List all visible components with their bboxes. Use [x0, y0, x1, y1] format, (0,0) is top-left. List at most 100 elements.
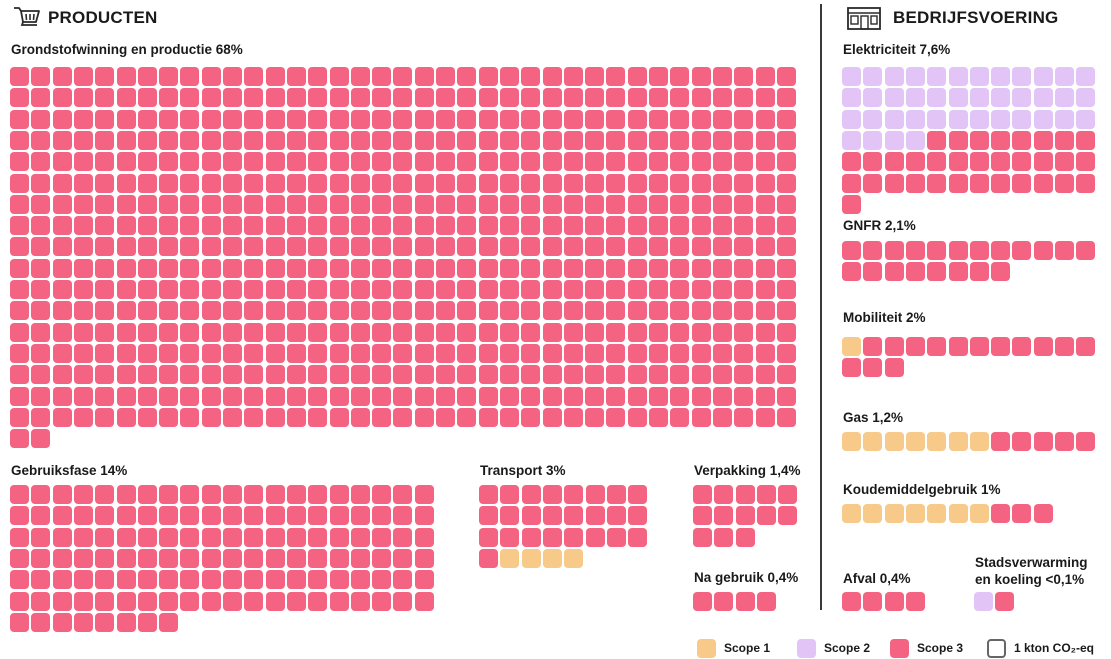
gebruiksfase-scope3-square	[350, 506, 370, 526]
grondstof-scope3-square	[201, 194, 221, 214]
gas-scope1-square	[927, 432, 947, 451]
grondstof-scope3-square	[31, 280, 51, 299]
grondstof-scope3-square	[73, 258, 93, 278]
grondstof-scope3-square	[670, 88, 690, 108]
grondstof-scope3-square	[95, 322, 115, 342]
grondstof-scope3-square	[393, 194, 413, 214]
grondstof-scope3-square	[10, 237, 29, 257]
grondstof-scope3-square	[180, 386, 200, 406]
grondstof-scope3-square	[31, 88, 51, 108]
grondstof-scope3-square	[414, 237, 434, 257]
grondstof-scope3-square	[10, 109, 29, 129]
grondstof-scope3-square	[606, 173, 626, 193]
grondstof-scope3-square	[585, 343, 605, 363]
grondstof-scope3-square	[265, 343, 285, 363]
grondstof-scope3-square	[52, 280, 72, 299]
gebruiksfase-scope3-square	[52, 485, 72, 504]
grondstof-scope3-square	[478, 280, 498, 299]
grondstof-scope3-square	[649, 173, 668, 193]
grondstof-scope3-square	[308, 216, 328, 236]
grondstof-scope3-square	[563, 67, 583, 86]
grondstof-scope3-square	[436, 322, 455, 342]
grondstof-scope3-square	[180, 280, 200, 299]
gebruiksfase-scope3-square	[95, 527, 115, 547]
grondstof-scope3-square	[670, 67, 690, 86]
grondstof-scope3-square	[542, 130, 562, 150]
grondstof-scope3-square	[52, 109, 72, 129]
gnfr-scope3-square	[927, 241, 947, 260]
grondstof-scope3-square	[478, 88, 498, 108]
gebruiksfase-scope3-square	[95, 485, 115, 504]
grondstof-scope3-square	[52, 343, 72, 363]
grondstof-scope3-square	[712, 301, 732, 321]
verpakking-scope3-square	[714, 506, 734, 526]
nagebruik-scope3-square	[735, 592, 755, 611]
grondstof-scope3-square	[542, 88, 562, 108]
grondstof-scope3-square	[372, 130, 392, 150]
grondstof-scope3-square	[457, 301, 477, 321]
grondstof-scope3-square	[308, 343, 328, 363]
grondstof-scope3-square	[627, 365, 647, 385]
gebruiksfase-scope3-square	[286, 485, 306, 504]
gebruiksfase-scope3-square	[159, 548, 179, 568]
grondstof-scope3-square	[414, 280, 434, 299]
gebruiksfase-scope3-square	[137, 527, 157, 547]
grondstof-scope3-square	[499, 67, 519, 86]
grondstof-scope3-square	[329, 88, 349, 108]
grondstof-scope3-square	[223, 343, 242, 363]
grondstof-scope3-square	[286, 216, 306, 236]
grondstof-scope3-square	[563, 152, 583, 172]
grondstof-scope3-square	[286, 343, 306, 363]
grondstof-scope3-square	[116, 216, 136, 236]
gebruiksfase-scope3-square	[201, 591, 221, 611]
grondstof-scope3-square	[563, 280, 583, 299]
grondstof-scope3-square	[372, 365, 392, 385]
grondstof-scope3-square	[436, 258, 455, 278]
grondstof-scope3-square	[499, 152, 519, 172]
gebruiksfase-scope3-square	[244, 591, 264, 611]
verpakking-scope3-square	[756, 485, 776, 504]
grondstof-scope3-square	[137, 322, 157, 342]
grondstof-scope3-square	[563, 258, 583, 278]
grondstof-scope3-square	[712, 407, 732, 427]
grondstof-scope3-square	[95, 343, 115, 363]
grondstof-scope3-square	[499, 365, 519, 385]
grondstof-scope3-square	[31, 216, 51, 236]
grondstof-scope3-square	[52, 237, 72, 257]
grondstof-scope3-square	[414, 216, 434, 236]
grondstof-scope3-square	[542, 322, 562, 342]
label-mobiliteit: Mobiliteit 2%	[843, 310, 926, 325]
grondstof-scope3-square	[585, 301, 605, 321]
koudemiddel-scope1-square	[948, 504, 968, 523]
transport-scope3-square	[542, 527, 562, 547]
elektriciteit-scope3-square	[1033, 130, 1053, 150]
grondstof-scope3-square	[563, 194, 583, 214]
grondstof-scope3-square	[755, 280, 775, 299]
mobiliteit-scope3-square	[927, 337, 947, 356]
gebruiksfase-scope3-square	[31, 570, 51, 590]
grondstof-scope3-square	[350, 386, 370, 406]
grondstof-scope3-square	[73, 280, 93, 299]
grondstof-scope3-square	[265, 237, 285, 257]
grondstof-scope3-square	[95, 407, 115, 427]
gebruiksfase-scope3-square	[137, 506, 157, 526]
grondstof-scope3-square	[308, 258, 328, 278]
gebruiksfase-scope3-square	[31, 548, 51, 568]
grondstof-scope3-square	[223, 386, 242, 406]
mobiliteit-scope3-square	[969, 337, 989, 356]
grondstof-scope3-square	[478, 301, 498, 321]
gnfr-scope3-square	[991, 262, 1011, 282]
elektriciteit-scope2-square	[905, 88, 925, 108]
grondstof-scope3-square	[116, 109, 136, 129]
grondstof-scope3-square	[137, 386, 157, 406]
gebruiksfase-scope3-square	[10, 570, 29, 590]
grondstof-scope3-square	[436, 216, 455, 236]
grondstof-scope3-square	[180, 343, 200, 363]
elektriciteit-scope3-square	[948, 173, 968, 193]
grondstof-scope3-square	[329, 386, 349, 406]
elektriciteit-scope3-square	[991, 130, 1011, 150]
grondstof-scope3-square	[372, 237, 392, 257]
elektriciteit-scope2-square	[1033, 109, 1053, 129]
grondstof-scope3-square	[414, 109, 434, 129]
grondstof-scope3-square	[670, 258, 690, 278]
